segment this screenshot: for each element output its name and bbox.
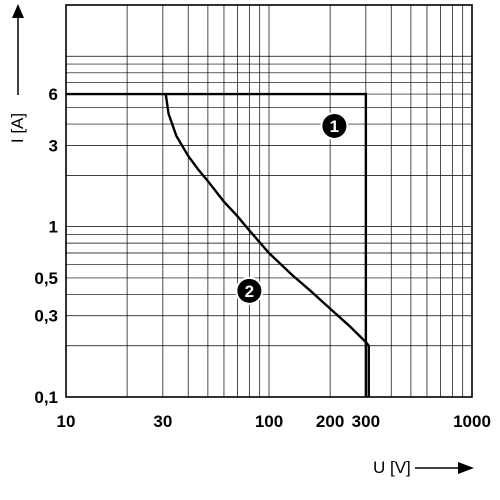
y-tick-label: 0,5	[34, 269, 58, 288]
series-badge-circle	[235, 276, 264, 305]
y-axis-title: I [A]	[8, 4, 27, 143]
series-badge-label: 2	[245, 282, 254, 301]
series-line-1	[66, 92, 368, 397]
y-tick-label: 3	[49, 136, 58, 155]
x-axis-label: U [V]	[373, 458, 411, 477]
series-badge-circle	[320, 111, 349, 140]
x-tick-label: 300	[352, 412, 380, 431]
series-badge-2: 2	[235, 276, 264, 305]
x-tick-label: 30	[153, 412, 172, 431]
y-tick-label: 1	[49, 218, 58, 237]
plot-frame	[65, 4, 473, 398]
x-tick-label: 100	[255, 412, 283, 431]
y-axis-label: I [A]	[8, 113, 27, 143]
y-tick-label: 0,3	[34, 307, 58, 326]
tick-labels: 10 30 100 200 300 1000 0,1 0,3 0,5 1 3 6	[34, 85, 491, 431]
grid	[65, 4, 473, 398]
series-line-2	[164, 93, 370, 397]
y-tick-label: 0,1	[34, 388, 58, 407]
plot-border	[65, 4, 473, 398]
series-badge-label: 1	[330, 117, 339, 136]
y-axis-arrow-head	[12, 4, 24, 18]
x-tick-label: 200	[316, 412, 344, 431]
x-axis-arrow-head	[458, 462, 474, 474]
y-tick-label: 6	[49, 85, 58, 104]
x-axis-title: U [V]	[373, 458, 474, 477]
x-tick-label: 10	[57, 412, 76, 431]
series-layer	[66, 92, 370, 397]
series-badge-1: 1	[320, 111, 349, 140]
x-tick-label: 1000	[453, 412, 491, 431]
badge-layer: 12	[235, 111, 349, 305]
